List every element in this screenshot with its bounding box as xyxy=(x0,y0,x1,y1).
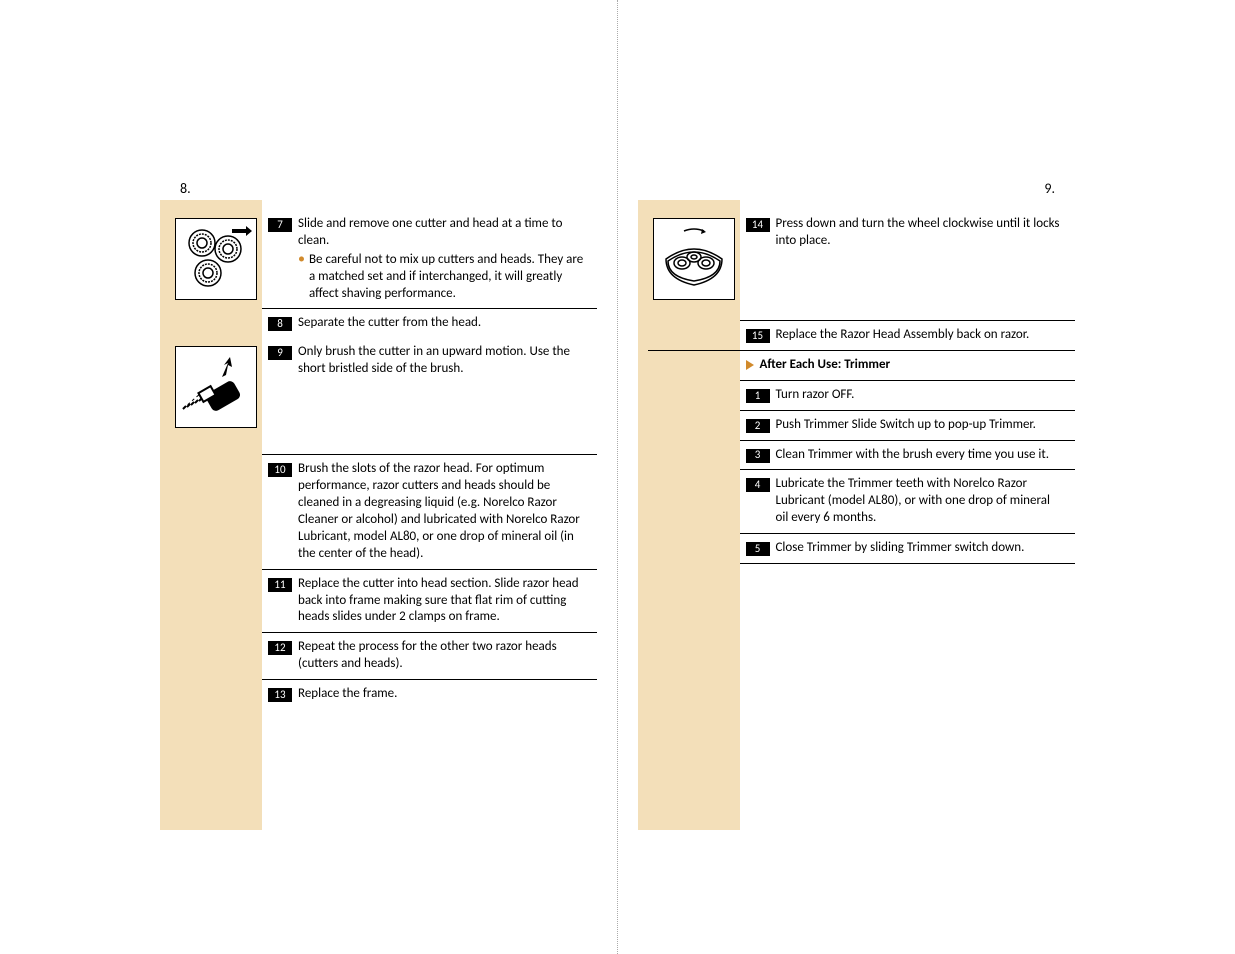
step-11: 11 Replace the cutter into head section.… xyxy=(170,570,597,633)
figure-cutters xyxy=(175,218,257,300)
step-text: Repeat the process for the other two raz… xyxy=(298,639,597,673)
step-number: 8 xyxy=(268,317,292,331)
step-text: Replace the frame. xyxy=(298,686,597,703)
step-number: 9 xyxy=(268,346,292,360)
step-text: Separate the cutter from the head. xyxy=(298,315,597,332)
step-14: 14 Press down and turn the wheel clockwi… xyxy=(648,210,1076,306)
step-text: Push Trimmer Slide Switch up to pop-up T… xyxy=(776,417,1076,434)
step-number: 5 xyxy=(746,542,770,556)
cutters-icon xyxy=(178,221,254,297)
wheel-icon xyxy=(656,221,732,297)
step-number: 13 xyxy=(268,688,292,702)
step-text: Slide and remove one cutter and head at … xyxy=(298,216,597,302)
figure-wheel xyxy=(653,218,735,300)
step-number: 2 xyxy=(746,419,770,433)
trimmer-step-5: 5 Close Trimmer by sliding Trimmer switc… xyxy=(648,534,1076,563)
trimmer-step-2: 2 Push Trimmer Slide Switch up to pop-up… xyxy=(648,411,1076,440)
step-number: 1 xyxy=(746,389,770,403)
step-8: 8 Separate the cutter from the head. xyxy=(170,309,597,338)
step-number: 3 xyxy=(746,449,770,463)
step-number: 7 xyxy=(268,218,292,232)
page-number-right: 9. xyxy=(1044,180,1055,198)
trimmer-step-4: 4 Lubricate the Trimmer teeth with Norel… xyxy=(648,470,1076,533)
figure-brush xyxy=(175,346,257,428)
step-text: Only brush the cutter in an upward motio… xyxy=(298,344,597,378)
step-13: 13 Replace the frame. xyxy=(170,680,597,709)
bullet-dot-icon: • xyxy=(298,252,305,266)
step-text: Lubricate the Trimmer teeth with Norelco… xyxy=(776,476,1076,527)
step-12: 12 Repeat the process for the other two … xyxy=(170,633,597,679)
trimmer-step-3: 3 Clean Trimmer with the brush every tim… xyxy=(648,441,1076,470)
step-15: 15 Replace the Razor Head Assembly back … xyxy=(648,321,1076,350)
step-number: 10 xyxy=(268,463,292,477)
step-text: Press down and turn the wheel clockwise … xyxy=(776,216,1076,250)
step-7: 7 Slide and remove one cutter and head a… xyxy=(170,210,597,308)
step-text: Replace the Razor Head Assembly back on … xyxy=(776,327,1076,344)
step-text: Turn razor OFF. xyxy=(776,387,1076,404)
page-number-left: 8. xyxy=(180,180,191,198)
page-left: 8. 7 xyxy=(0,0,618,954)
bullet-text: Be careful not to mix up cutters and hea… xyxy=(309,252,587,303)
bullet-warning: • Be careful not to mix up cutters and h… xyxy=(298,252,587,303)
trimmer-step-1: 1 Turn razor OFF. xyxy=(648,381,1076,410)
content-right: 14 Press down and turn the wheel clockwi… xyxy=(648,210,1076,564)
section-title: After Each Use: Trimmer xyxy=(760,357,891,374)
step-number: 11 xyxy=(268,578,292,592)
step-text: Close Trimmer by sliding Trimmer switch … xyxy=(776,540,1076,557)
step-number: 4 xyxy=(746,478,770,492)
step-main-text: Slide and remove one cutter and head at … xyxy=(298,216,562,248)
step-text: Brush the slots of the razor head. For o… xyxy=(298,461,597,562)
step-9: 9 Only brush the cutter in an upward mot… xyxy=(170,338,597,434)
brush-icon xyxy=(178,349,254,425)
step-number: 15 xyxy=(746,329,770,343)
page-right: 9. xyxy=(618,0,1235,954)
step-10: 10 Brush the slots of the razor head. Fo… xyxy=(170,455,597,568)
step-number: 12 xyxy=(268,641,292,655)
step-number: 14 xyxy=(746,218,770,232)
step-text: Clean Trimmer with the brush every time … xyxy=(776,447,1076,464)
section-heading-trimmer: After Each Use: Trimmer xyxy=(648,350,1076,380)
page-spread: 8. 7 xyxy=(0,0,1235,954)
step-text: Replace the cutter into head section. Sl… xyxy=(298,576,597,627)
triangle-icon xyxy=(746,360,754,370)
arrow-up-icon xyxy=(222,357,232,377)
content-left: 7 Slide and remove one cutter and head a… xyxy=(170,210,597,709)
arrow-right-icon xyxy=(232,226,252,236)
